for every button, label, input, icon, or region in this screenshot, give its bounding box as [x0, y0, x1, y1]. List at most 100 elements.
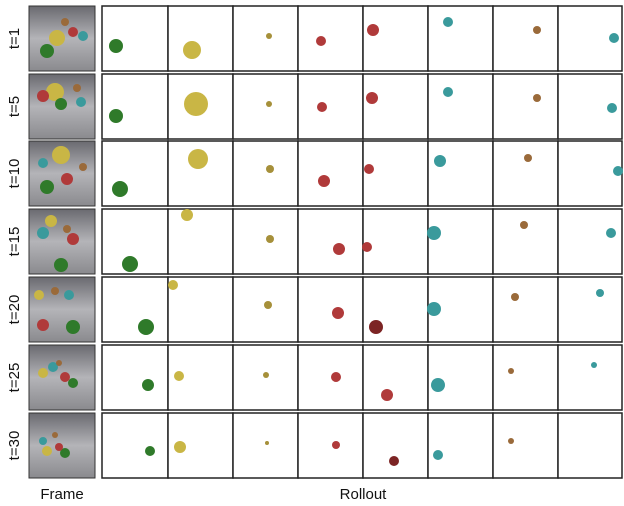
rollout-object: [524, 154, 532, 162]
rollout-cell: [362, 412, 429, 479]
rollout-cell: [362, 208, 429, 275]
frame-object: [45, 215, 57, 227]
frame-object: [55, 98, 67, 110]
frame-object: [60, 372, 70, 382]
rollout-cell: [362, 73, 429, 140]
frame-object: [79, 163, 87, 171]
frame-object: [39, 437, 47, 445]
frame-object: [38, 368, 48, 378]
rollout-cell: [297, 73, 364, 140]
rollout-object: [533, 26, 541, 34]
rollout-cell: [101, 412, 169, 479]
frame-object: [66, 320, 80, 334]
rollout-object: [184, 92, 208, 116]
rollout-object: [174, 441, 186, 453]
rollout-object: [433, 450, 443, 460]
frame-object: [60, 448, 70, 458]
frame-object: [52, 432, 58, 438]
frame-object: [46, 83, 64, 101]
rollout-object: [168, 280, 178, 290]
rollout-object: [362, 242, 372, 252]
frame-object: [34, 290, 44, 300]
rollout-cell: [101, 73, 169, 140]
rollout-cell: [297, 276, 364, 343]
rollout-object: [266, 235, 274, 243]
row-label: t=5: [6, 96, 23, 117]
rollout-object: [606, 228, 616, 238]
frame-label: Frame: [40, 486, 83, 503]
frame-object: [68, 27, 78, 37]
rollout-cell: [492, 208, 559, 275]
rollout-object: [389, 456, 399, 466]
rollout-cell: [492, 5, 559, 72]
rollout-cell: [297, 140, 364, 207]
rollout-object: [181, 209, 193, 221]
rollout-object: [427, 302, 441, 316]
frame-object: [64, 290, 74, 300]
rollout-cell: [427, 344, 494, 411]
rollout-object: [607, 103, 617, 113]
rollout-object: [591, 362, 597, 368]
rollout-cell: [101, 140, 169, 207]
rollout-cell: [427, 140, 494, 207]
frame-object: [76, 97, 86, 107]
rollout-cell: [232, 73, 299, 140]
rollout-object: [533, 94, 541, 102]
rollout-object: [112, 181, 128, 197]
rollout-cell: [101, 5, 169, 72]
rollout-cell: [557, 140, 623, 207]
frame-object: [38, 158, 48, 168]
frame-object: [37, 319, 49, 331]
rollout-object: [508, 438, 514, 444]
rollout-object: [369, 320, 383, 334]
rollout-cell: [427, 412, 494, 479]
rollout-object: [332, 307, 344, 319]
frame-object: [40, 180, 54, 194]
rollout-label: Rollout: [340, 486, 388, 503]
frame-object: [37, 227, 49, 239]
rollout-cell: [557, 208, 623, 275]
rollout-object: [609, 33, 619, 43]
rollout-object: [316, 36, 326, 46]
frame-object: [61, 173, 73, 185]
rollout-cell: [362, 140, 429, 207]
frame-object: [49, 30, 65, 46]
rollout-object: [332, 441, 340, 449]
rollout-object: [511, 293, 519, 301]
rollout-cell: [101, 344, 169, 411]
rollout-object: [109, 39, 123, 53]
rollout-object: [381, 389, 393, 401]
rollout-cell: [167, 5, 234, 72]
rollout-object: [366, 92, 378, 104]
rollout-object: [443, 87, 453, 97]
frame-object: [40, 44, 54, 58]
row-label: t=15: [6, 227, 23, 257]
rollout-cell: [297, 208, 364, 275]
rollout-object: [318, 175, 330, 187]
rollout-cell: [101, 276, 169, 343]
rollout-cell: [427, 208, 494, 275]
rollout-cell: [492, 412, 559, 479]
rollout-object: [174, 371, 184, 381]
rollout-cell: [167, 208, 234, 275]
rollout-object: [508, 368, 514, 374]
rollout-cell: [362, 344, 429, 411]
rollout-object: [317, 102, 327, 112]
frame-object: [61, 18, 69, 26]
frame-object: [56, 360, 62, 366]
rollout-object: [364, 164, 374, 174]
rollout-object: [109, 109, 123, 123]
rollout-object: [613, 166, 623, 176]
rollout-cell: [362, 276, 429, 343]
rollout-object: [367, 24, 379, 36]
rollout-object: [138, 319, 154, 335]
rollout-object: [520, 221, 528, 229]
rollout-cell: [557, 412, 623, 479]
rollout-object: [264, 301, 272, 309]
rollout-cell: [232, 5, 299, 72]
frame-object: [42, 446, 52, 456]
rollout-object: [183, 41, 201, 59]
rollout-cell: [492, 140, 559, 207]
rollout-cell: [492, 344, 559, 411]
